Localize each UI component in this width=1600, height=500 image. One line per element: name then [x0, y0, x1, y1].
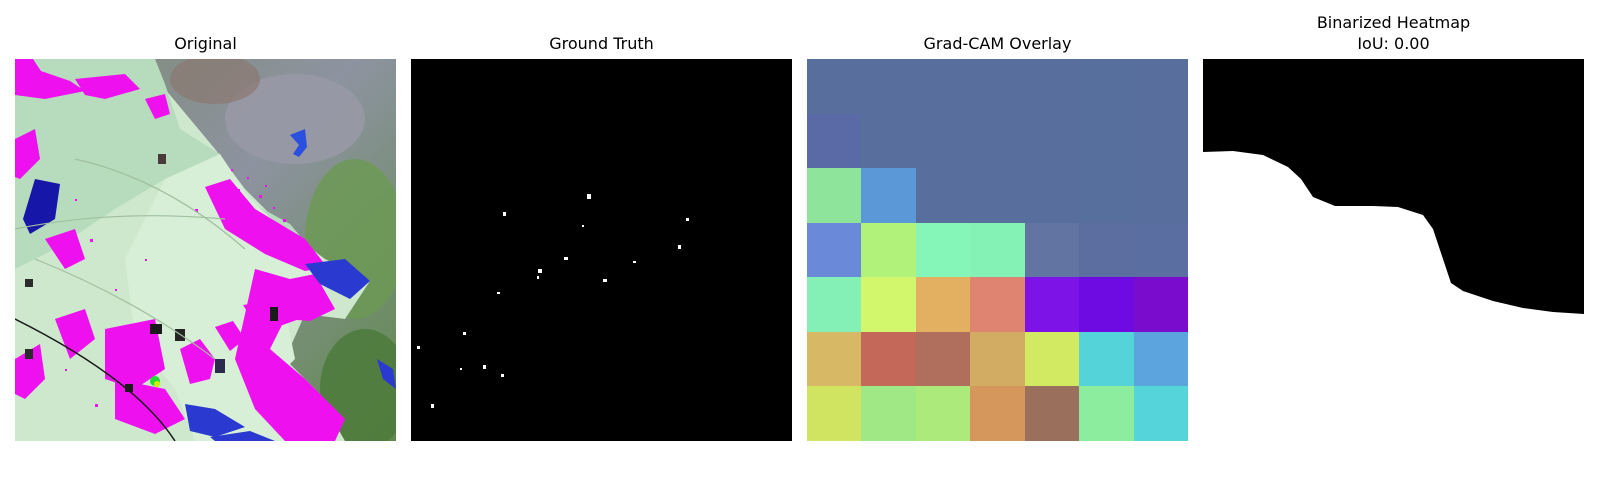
- gradcam-cell: [915, 168, 971, 223]
- gradcam-cell: [1024, 277, 1080, 332]
- gradcam-cell: [1079, 222, 1134, 278]
- panel-binarized: Binarized Heatmap IoU: 0.00: [1203, 0, 1584, 441]
- panel-title-gradcam: Grad-CAM Overlay: [923, 34, 1072, 53]
- gradcam-cell: [1024, 113, 1080, 169]
- gradcam-cell: [1133, 386, 1188, 441]
- gradcam-cell: [861, 277, 916, 332]
- gradcam-cell: [807, 59, 862, 114]
- binarized-mask: [1203, 59, 1584, 441]
- gradcam-cell: [1133, 277, 1188, 332]
- panel-ground-truth: Ground Truth: [411, 0, 792, 441]
- original-image: [15, 59, 396, 441]
- gradcam-cell: [915, 386, 971, 441]
- panel-original: Original: [15, 0, 396, 441]
- gradcam-grid: [807, 59, 1188, 441]
- gradcam-cell: [1024, 386, 1080, 441]
- gradcam-cell: [1133, 168, 1188, 223]
- gradcam-cell: [1024, 168, 1080, 223]
- gradcam-cell: [861, 59, 916, 114]
- gradcam-cell: [1133, 222, 1188, 278]
- gradcam-cell: [1079, 386, 1134, 441]
- ground-truth-mask: [411, 59, 792, 441]
- gradcam-cell: [970, 113, 1025, 169]
- gradcam-cell: [861, 386, 916, 441]
- gradcam-cell: [807, 113, 862, 169]
- gradcam-cell: [1133, 113, 1188, 169]
- gradcam-cell: [861, 222, 916, 278]
- gradcam-cell: [1079, 331, 1134, 387]
- gradcam-cell: [970, 331, 1025, 387]
- gradcam-cell: [970, 277, 1025, 332]
- gradcam-cell: [861, 168, 916, 223]
- gradcam-cell: [807, 222, 862, 278]
- gradcam-cell: [1079, 277, 1134, 332]
- gradcam-cell: [915, 331, 971, 387]
- panel-title-ground-truth: Ground Truth: [549, 34, 654, 53]
- gradcam-cell: [970, 222, 1025, 278]
- panel-title-binarized: Binarized Heatmap: [1316, 13, 1471, 32]
- gradcam-heatmap: [807, 59, 1188, 441]
- gradcam-cell: [915, 59, 971, 114]
- gradcam-cell: [1024, 222, 1080, 278]
- gradcam-cell: [1024, 59, 1080, 114]
- gradcam-cell: [915, 113, 971, 169]
- panel-gradcam: Grad-CAM Overlay: [807, 0, 1188, 441]
- gradcam-cell: [807, 386, 862, 441]
- gradcam-cell: [915, 222, 971, 278]
- panel-title-original: Original: [174, 34, 237, 53]
- gradcam-cell: [970, 168, 1025, 223]
- gradcam-cell: [915, 277, 971, 332]
- gradcam-cell: [807, 331, 862, 387]
- gradcam-cell: [1024, 331, 1080, 387]
- gradcam-cell: [807, 168, 862, 223]
- gradcam-cell: [1133, 59, 1188, 114]
- gradcam-cell: [861, 113, 916, 169]
- gradcam-cell: [1079, 113, 1134, 169]
- gradcam-cell: [1133, 331, 1188, 387]
- gradcam-cell: [1079, 59, 1134, 114]
- gradcam-cell: [807, 277, 862, 332]
- gradcam-cell: [970, 59, 1025, 114]
- gradcam-cell: [970, 386, 1025, 441]
- gradcam-cell: [861, 331, 916, 387]
- iou-score: IoU: 0.00: [1357, 34, 1430, 53]
- gradcam-cell: [1079, 168, 1134, 223]
